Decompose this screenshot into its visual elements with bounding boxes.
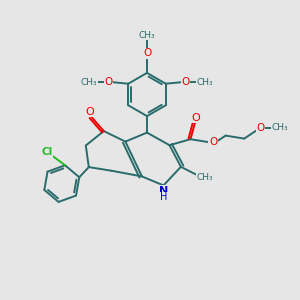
Text: H: H [160,192,168,203]
Text: O: O [209,136,217,147]
Text: CH₃: CH₃ [196,173,213,182]
Text: O: O [182,77,190,87]
Text: O: O [85,106,94,117]
Text: CH₃: CH₃ [272,123,289,132]
Text: O: O [191,112,200,123]
Text: O: O [104,77,112,87]
Text: CH₃: CH₃ [139,31,155,40]
Text: CH₃: CH₃ [81,78,98,87]
Text: CH₃: CH₃ [196,78,213,87]
Text: Cl: Cl [41,147,53,157]
Text: O: O [143,48,151,59]
Text: N: N [160,186,169,196]
Text: O: O [256,123,265,133]
